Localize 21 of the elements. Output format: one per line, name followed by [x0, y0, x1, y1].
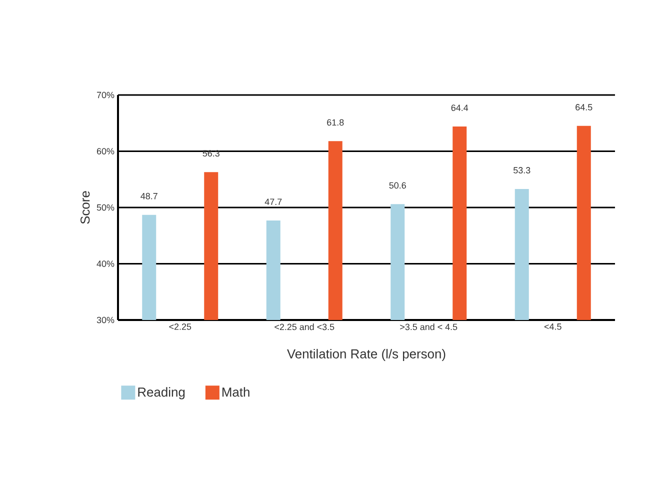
legend-label: Math: [222, 387, 250, 397]
data-label: 56.3: [202, 150, 220, 157]
x-tick-label: <2.25: [169, 324, 192, 330]
data-label: 64.4: [451, 104, 468, 111]
y-tick-label: 60%: [96, 148, 114, 154]
legend-label: Reading: [138, 387, 185, 400]
data-label: 64.5: [576, 104, 592, 110]
data-label: 48.7: [140, 192, 158, 200]
y-tick-label: 30%: [96, 316, 114, 324]
x-tick-label: >3.5 and < 4.5: [400, 324, 458, 330]
data-label: 50.6: [389, 182, 406, 189]
y-tick-label: 50%: [96, 204, 114, 211]
data-label: 53.3: [514, 167, 530, 174]
data-label: 61.8: [327, 119, 344, 126]
y-tick-label: 70%: [96, 92, 114, 98]
y-tick-label: 40%: [96, 260, 114, 267]
data-label: 47.7: [264, 198, 282, 205]
x-tick-label: <4.5: [544, 324, 562, 330]
x-axis-title: Ventilation Rate (l/s person): [287, 348, 446, 362]
y-axis-title: Score: [80, 191, 90, 224]
x-tick-label: <2.25 and <3.5: [274, 324, 334, 330]
